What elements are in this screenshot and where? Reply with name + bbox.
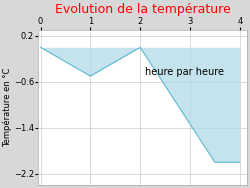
Title: Evolution de la température: Evolution de la température <box>55 3 231 16</box>
Y-axis label: Température en °C: Température en °C <box>3 68 12 147</box>
Text: heure par heure: heure par heure <box>145 67 224 77</box>
